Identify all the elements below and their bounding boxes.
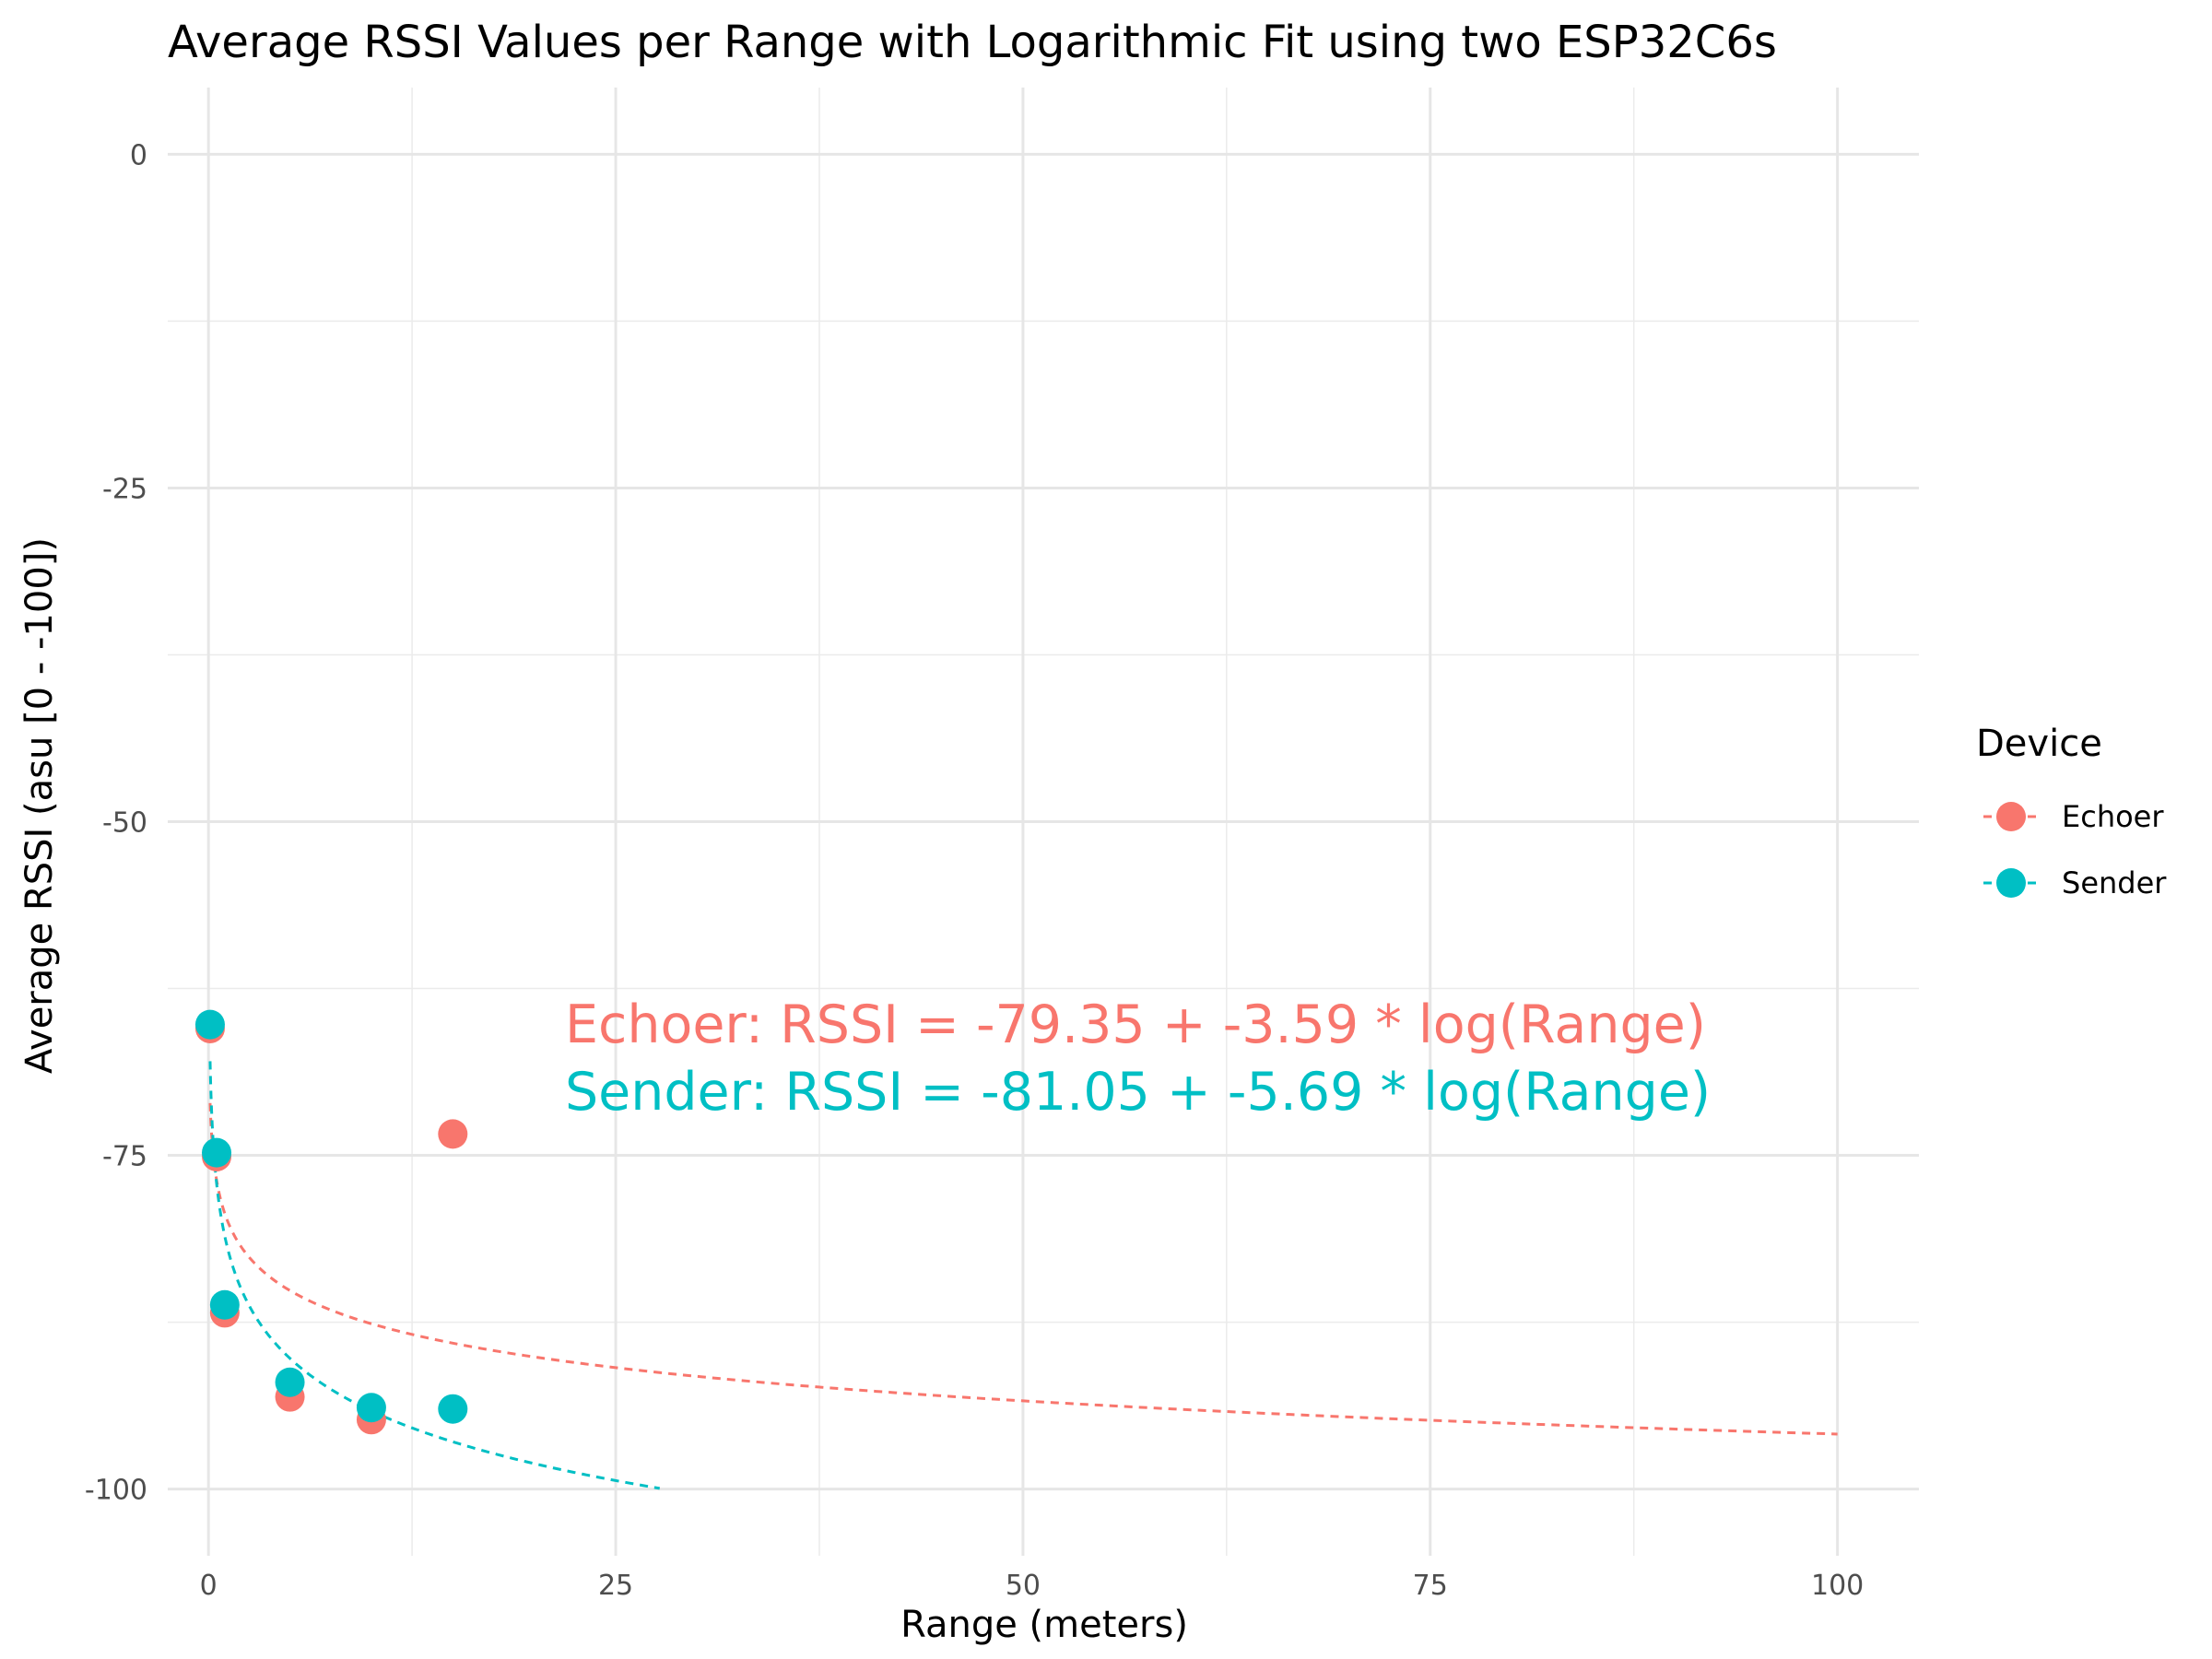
x-tick-label: 25 xyxy=(598,1570,633,1602)
annotation-echoer: Echoer: RSSI = -79.35 + -3.59 * log(Rang… xyxy=(565,994,1706,1055)
fit-curve-sender xyxy=(208,1061,661,1490)
tick-labels: 0 25 50 75 100 0 -25 -50 -75 -100 xyxy=(85,139,1864,1602)
data-point-sender xyxy=(275,1367,305,1397)
data-point-sender xyxy=(438,1394,468,1424)
legend-item-echoer: Echoer xyxy=(1983,799,2164,834)
x-tick-label: 100 xyxy=(1811,1570,1864,1602)
legend-title: Device xyxy=(1976,723,2102,765)
y-tick-label: -100 xyxy=(85,1475,147,1507)
annotation-sender: Sender: RSSI = -81.05 + -5.69 * log(Rang… xyxy=(565,1062,1711,1123)
fit-equations: Echoer: RSSI = -79.35 + -3.59 * log(Rang… xyxy=(565,994,1711,1123)
major-gridlines xyxy=(168,88,1919,1556)
chart-title: Average RSSI Values per Range with Logar… xyxy=(168,17,1777,68)
data-point-echoer xyxy=(438,1119,468,1149)
x-axis-title: Range (meters) xyxy=(900,1604,1188,1646)
legend-label-sender: Sender xyxy=(2062,865,2167,900)
y-axis-title: Average RSSI (asu [0 - -100]) xyxy=(18,537,61,1074)
data-point-sender xyxy=(194,1009,225,1040)
legend-item-sender: Sender xyxy=(1983,865,2167,900)
legend-key-dot-sender xyxy=(1996,868,2026,898)
y-tick-label: -50 xyxy=(102,807,147,840)
x-tick-label: 50 xyxy=(1006,1570,1041,1602)
data-point-sender xyxy=(202,1137,232,1168)
legend: Device Echoer Sender xyxy=(1976,723,2167,900)
data-point-sender xyxy=(356,1393,386,1423)
y-tick-label: -75 xyxy=(102,1141,147,1173)
data-point-sender xyxy=(209,1289,240,1320)
data-points xyxy=(194,1009,468,1435)
legend-label-echoer: Echoer xyxy=(2062,799,2164,834)
x-tick-label: 0 xyxy=(200,1570,218,1602)
y-tick-label: 0 xyxy=(130,139,147,171)
minor-gridlines xyxy=(168,88,1919,1556)
y-tick-label: -25 xyxy=(102,473,147,505)
fit-curve-echoer xyxy=(208,1102,1838,1436)
x-tick-label: 75 xyxy=(1413,1570,1448,1602)
legend-key-dot-echoer xyxy=(1996,802,2026,831)
